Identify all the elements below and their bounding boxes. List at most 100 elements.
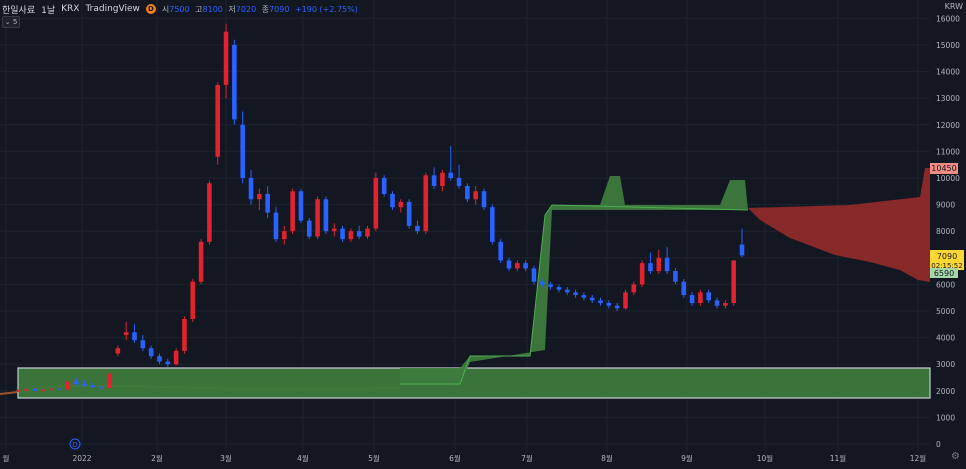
candle-body <box>24 389 29 391</box>
x-tick-label: 월 <box>3 453 10 463</box>
x-tick-label: 9월 <box>681 453 693 463</box>
dividend-badge-icon[interactable]: D <box>145 4 156 14</box>
candle-body <box>423 175 429 232</box>
x-tick-label: 5월 <box>368 453 380 463</box>
low-label: 저 <box>228 4 236 14</box>
candle-body <box>390 193 395 208</box>
candle-body <box>132 332 137 341</box>
x-tick-label: 4월 <box>297 453 309 463</box>
candle-body <box>115 348 121 354</box>
candle-body <box>573 292 578 296</box>
close-value: 7090 <box>269 4 290 14</box>
y-tick-label: 0 <box>936 440 941 449</box>
candle-body <box>673 271 678 282</box>
candle-body <box>140 340 146 349</box>
candle-body <box>340 228 345 240</box>
candle-body <box>48 388 54 390</box>
candle-body <box>40 389 46 391</box>
candle-body <box>298 191 304 221</box>
x-tick-label: 12월 <box>910 453 927 463</box>
candle-body <box>207 183 212 242</box>
y-tick-label: 10000 <box>936 174 960 183</box>
candle-body <box>539 281 545 285</box>
candle-body <box>348 231 354 240</box>
candle-body <box>481 191 487 208</box>
candle-body <box>656 257 662 272</box>
candle-body <box>273 212 279 240</box>
candle-body <box>182 318 187 351</box>
tag-price-bg <box>930 250 964 270</box>
tag-price: 7090 <box>937 252 957 261</box>
y-tick-label: 14000 <box>936 68 960 77</box>
candle-body <box>223 31 229 85</box>
candle-body <box>548 284 553 288</box>
interval[interactable]: 1날 <box>41 5 56 16</box>
candle-body <box>148 348 154 357</box>
candle-body <box>248 178 254 200</box>
candle-body <box>648 263 653 272</box>
candle-body <box>415 225 420 232</box>
y-tick-label: 12000 <box>936 121 960 130</box>
y-tick-label: 9000 <box>936 201 955 210</box>
x-tick-label: 11월 <box>830 453 847 463</box>
candle-body <box>215 84 221 157</box>
event-marker-label: D <box>72 441 77 449</box>
candle-body <box>406 201 412 226</box>
close-label: 종 <box>261 4 270 14</box>
candle-body <box>90 385 96 387</box>
candle-body <box>506 260 512 269</box>
candle-body <box>448 172 454 178</box>
x-tick-label: 10월 <box>757 453 774 463</box>
candle-body <box>698 292 703 304</box>
symbol-name[interactable]: 한일사료 <box>2 5 36 16</box>
high-value: 8100 <box>202 4 223 14</box>
candle-body <box>398 201 404 208</box>
candle-body <box>306 220 312 237</box>
settings-gear-icon[interactable]: ⚙ <box>951 451 960 462</box>
candle-body <box>282 231 287 240</box>
candle-body <box>73 381 79 385</box>
candle-body <box>556 287 562 290</box>
candle-body <box>631 284 637 293</box>
y-tick-label: 15000 <box>936 41 960 50</box>
candle-body <box>614 305 620 309</box>
open-value: 7500 <box>169 4 190 14</box>
candle-body <box>107 373 112 389</box>
candle-body <box>431 175 437 186</box>
candle-body <box>581 295 587 298</box>
candle-body <box>173 350 179 365</box>
candle-body <box>639 263 645 285</box>
candle-body <box>465 185 470 200</box>
x-tick-label: 6월 <box>449 453 461 463</box>
candle-body <box>32 389 37 391</box>
exchange: KRX <box>61 4 80 14</box>
candle-body <box>373 178 379 229</box>
candle-body <box>165 361 171 365</box>
y-tick-label: 3000 <box>936 360 955 369</box>
indicator-collapse-button[interactable]: ⌄ 5 <box>2 16 20 28</box>
high-label: 고 <box>195 4 203 14</box>
currency-label[interactable]: KRW <box>944 2 963 11</box>
y-tick-label: 1000 <box>936 413 955 422</box>
candle-body <box>523 263 528 269</box>
event-marker-circle[interactable] <box>69 438 81 450</box>
candle-body <box>723 303 728 306</box>
candle-body <box>123 332 129 335</box>
candle-body <box>714 300 720 306</box>
collapse-count: 5 <box>12 18 18 26</box>
y-tick-label: 2000 <box>936 387 955 396</box>
tag-cloud-top: 10450 <box>931 164 956 173</box>
open-label: 시 <box>161 4 170 14</box>
candle-body <box>98 386 104 389</box>
cloud-bullish <box>17 367 931 399</box>
candle-body <box>689 295 695 304</box>
candle-body <box>515 263 520 269</box>
data-source: TradingView <box>85 4 140 14</box>
candle-body <box>240 124 245 178</box>
candle-body <box>606 303 612 306</box>
candle-body <box>623 292 628 309</box>
candle-body <box>739 244 745 256</box>
cloud-bullish-rise <box>400 176 748 385</box>
